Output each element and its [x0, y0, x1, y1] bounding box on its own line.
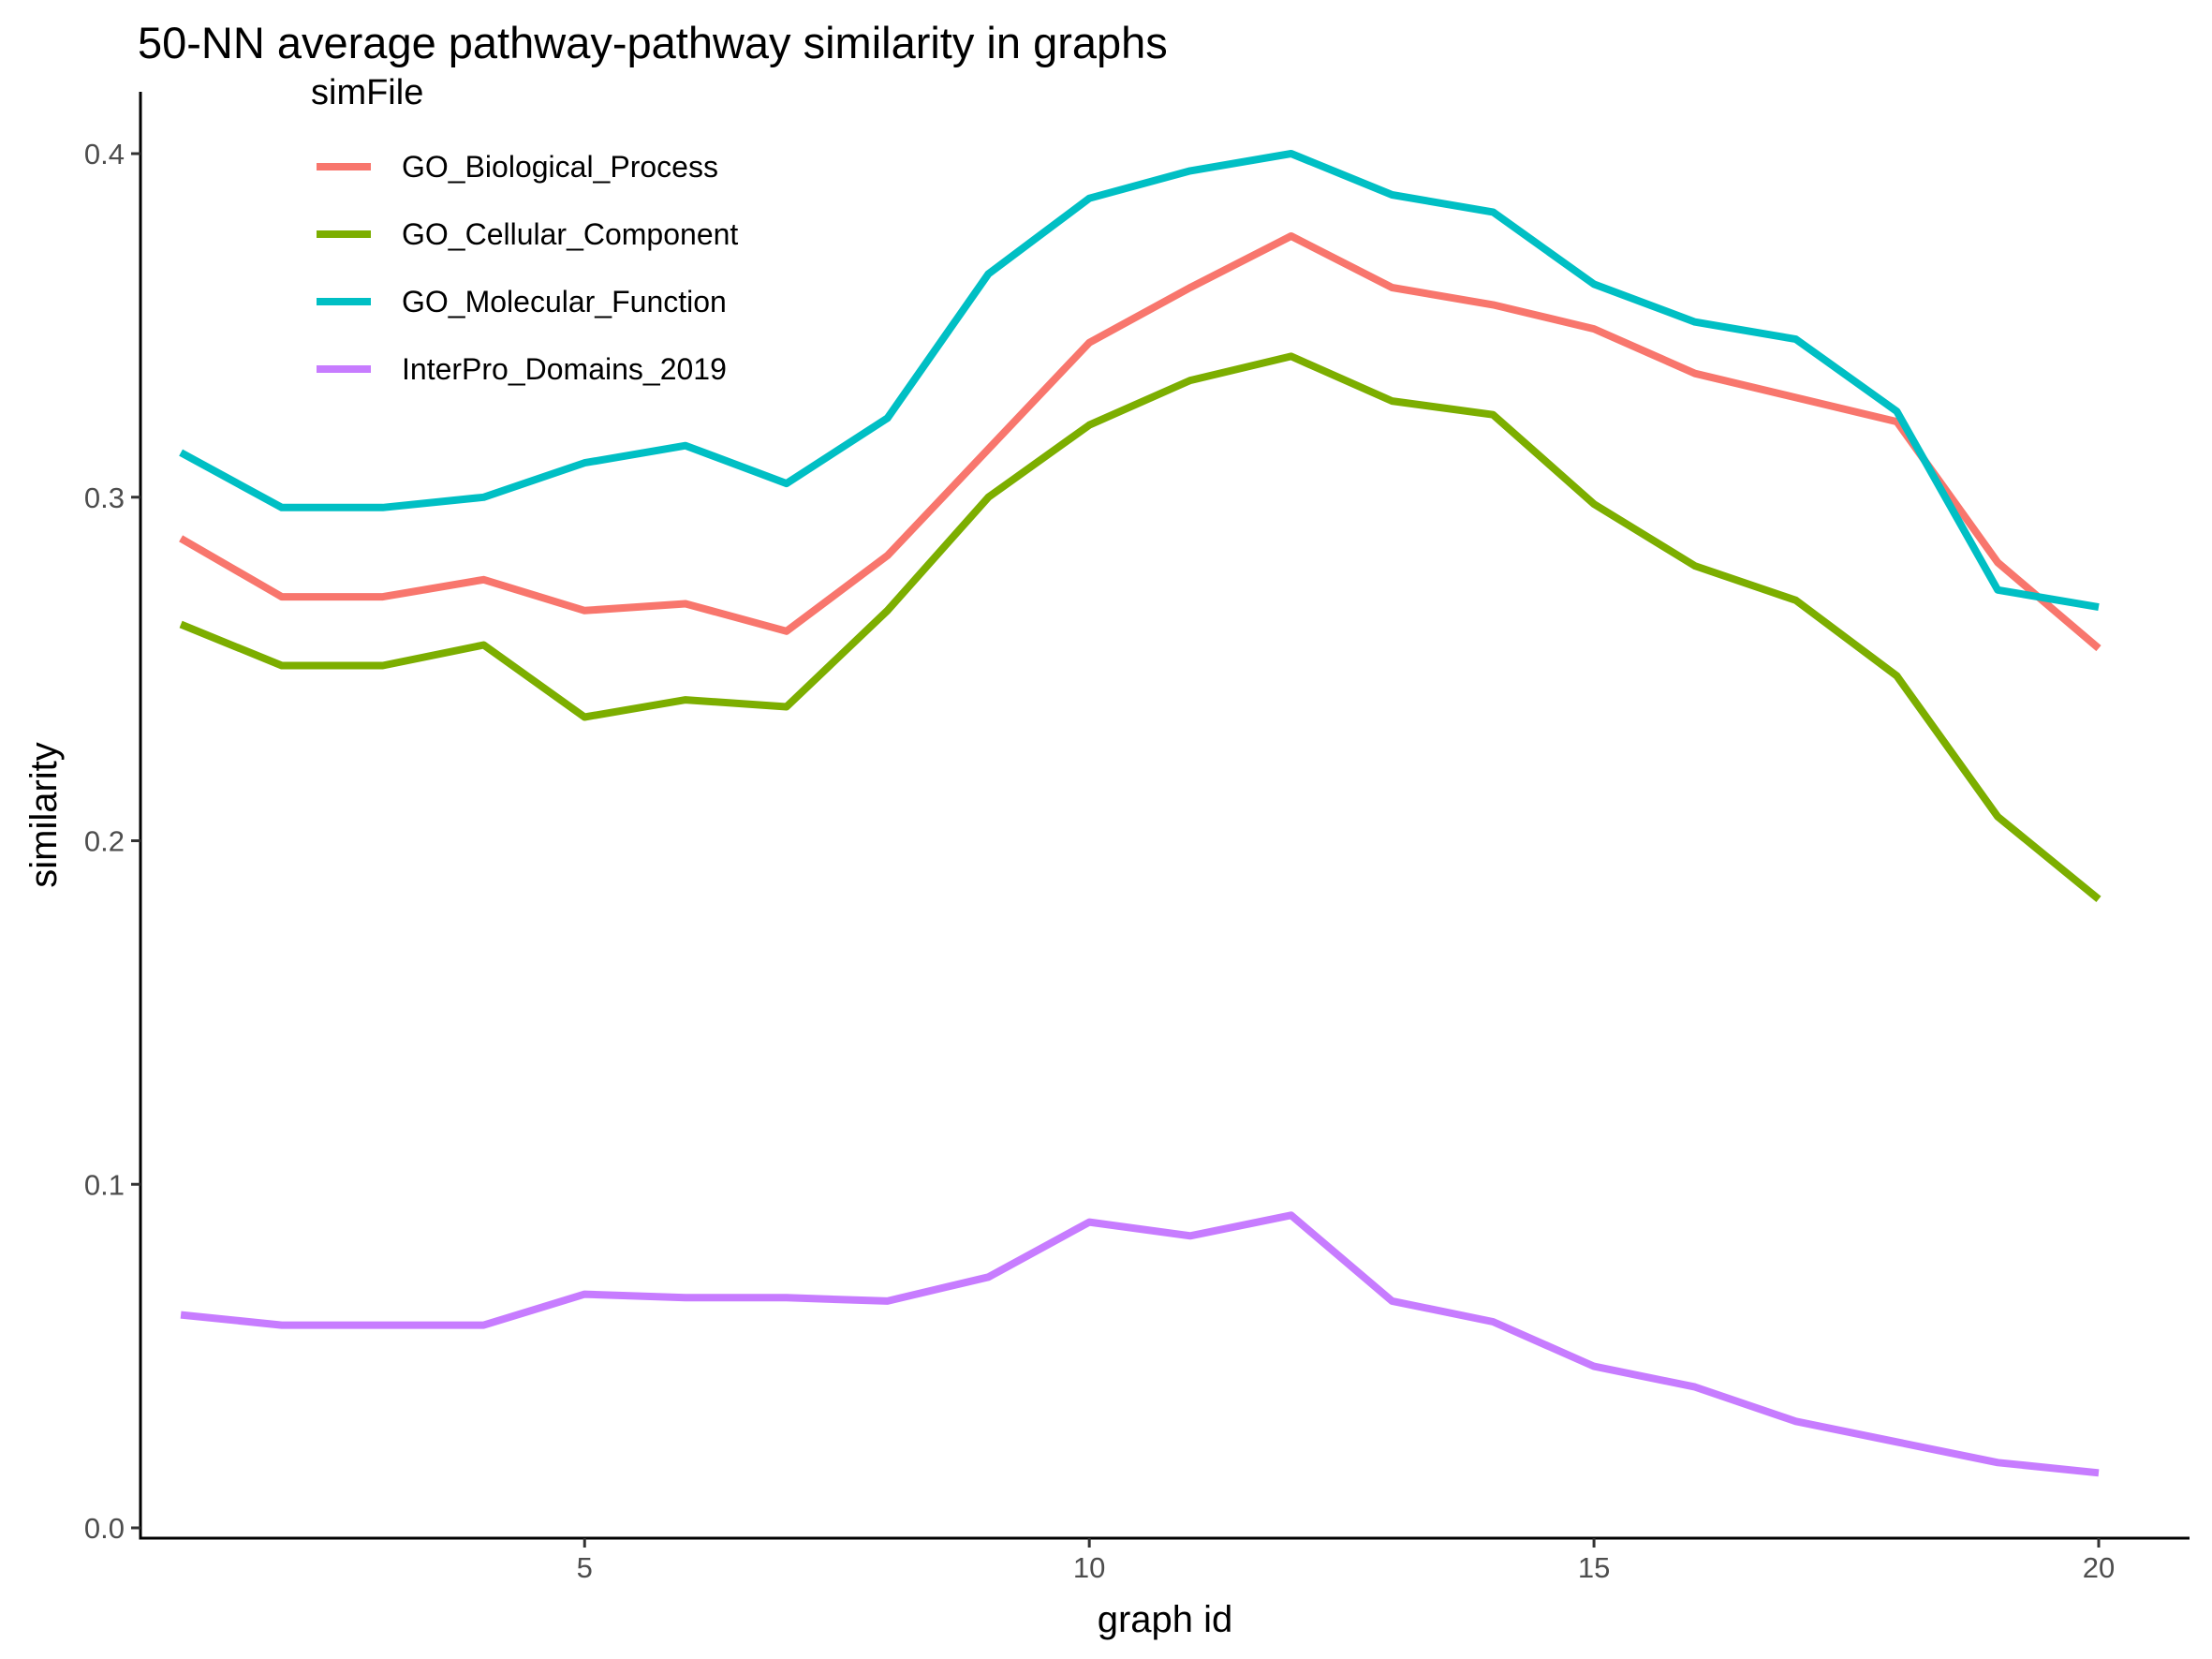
y-tick-label: 0.3: [84, 481, 125, 514]
y-tick-label: 0.0: [84, 1512, 125, 1545]
x-axis-title: graph id: [1098, 1599, 1233, 1640]
series-layer: [179, 150, 2101, 1477]
legend-label-1: GO_Biological_Process: [402, 150, 718, 184]
y-tick-label: 0.1: [84, 1168, 125, 1201]
x-tick-label: 15: [1578, 1551, 1610, 1584]
x-tick-label: 10: [1073, 1551, 1105, 1584]
y-axis-title: similarity: [23, 742, 65, 888]
chart-title: 50-NN average pathway-pathway similarity…: [138, 18, 1168, 67]
legend-items: GO_Biological_Process GO_Cellular_Compone…: [317, 150, 738, 386]
x-tick-label: 5: [577, 1551, 593, 1584]
legend-label-2: GO_Cellular_Component: [402, 217, 738, 251]
legend-label-3: GO_Molecular_Function: [402, 285, 727, 318]
legend-title: simFile: [311, 73, 423, 112]
x-tick-label: 20: [2083, 1551, 2115, 1584]
legend-label-4: InterPro_Domains_2019: [402, 352, 727, 386]
series-line-3: [179, 150, 2100, 612]
x-axis-ticks: 5 10 15 20: [577, 1538, 2115, 1584]
y-axis-ticks: 0.0 0.1 0.2 0.3 0.4: [84, 138, 140, 1545]
series-line-2: [179, 352, 2101, 902]
series-line-4: [180, 1211, 2100, 1477]
y-tick-label: 0.2: [84, 825, 125, 858]
y-tick-label: 0.4: [84, 138, 125, 170]
series-line-1: [179, 232, 2101, 652]
legend: simFile GO_Biological_Process GO_Cellular…: [311, 73, 738, 386]
